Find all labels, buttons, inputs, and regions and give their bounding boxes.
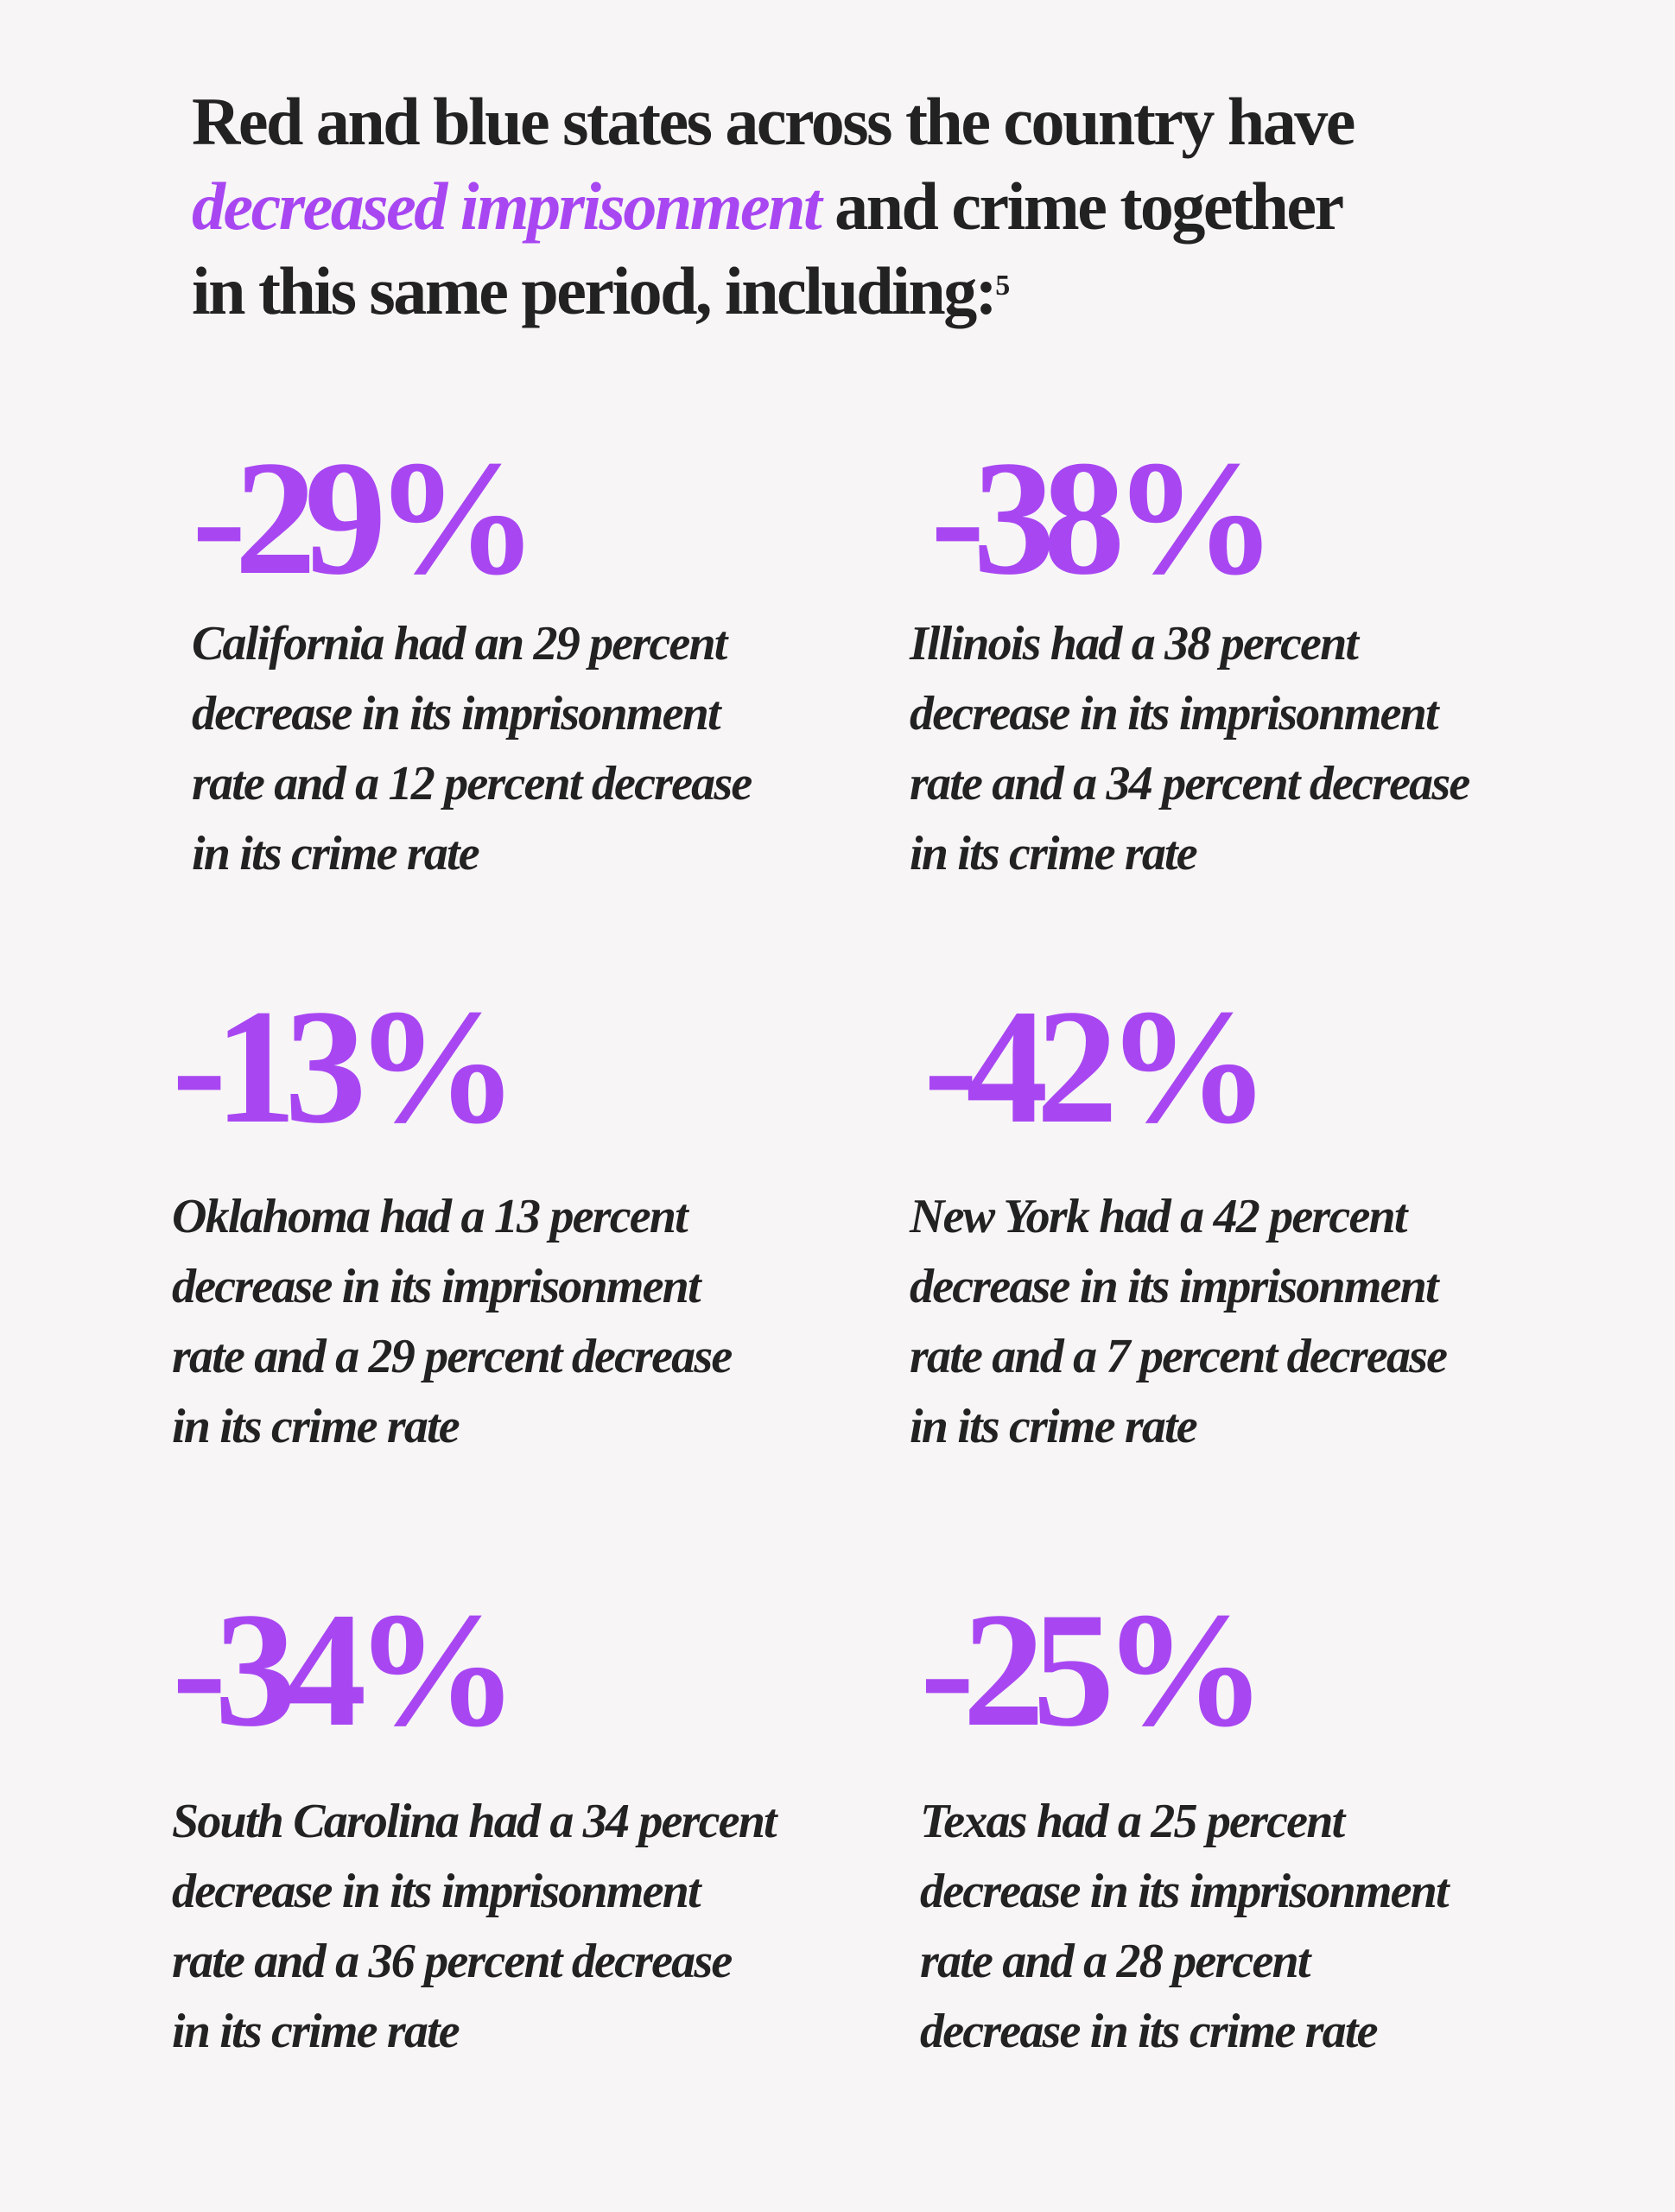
desc-line: South Carolina had a 34 percent: [172, 1795, 777, 1848]
desc-line: rate and a 36 percent decrease: [172, 1935, 733, 1988]
desc-line: in its crime rate: [910, 1400, 1198, 1453]
stat-value: -13%: [172, 976, 518, 1158]
stat-south-carolina: -34% South Carolina had a 34 percent dec…: [172, 1580, 777, 2067]
desc-line: decrease in its crime rate: [920, 2005, 1378, 2058]
desc-line: rate and a 12 percent decrease: [192, 757, 752, 810]
desc-line: New York had a 42 percent: [910, 1190, 1407, 1243]
desc-line: decrease in its imprisonment: [172, 1865, 701, 1918]
stat-description: Illinois had a 38 percent decrease in it…: [910, 609, 1470, 889]
stat-description: New York had a 42 percent decrease in it…: [910, 1182, 1448, 1462]
stat-description: California had an 29 percent decrease in…: [192, 609, 752, 889]
desc-line: California had an 29 percent: [192, 617, 727, 671]
desc-line: Texas had a 25 percent: [920, 1795, 1345, 1848]
heading-line-1: Red and blue states across the country h…: [192, 84, 1355, 159]
desc-line: in its crime rate: [192, 827, 480, 880]
stat-description: South Carolina had a 34 percent decrease…: [172, 1787, 777, 2067]
heading-highlight: decreased imprisonment: [192, 168, 822, 244]
stat-new-york: -42% New York had a 42 percent decrease …: [910, 976, 1448, 1462]
desc-line: decrease in its imprisonment: [172, 1260, 701, 1313]
footnote-marker: 5: [995, 270, 1010, 302]
stat-texas: -25% Texas had a 25 percent decrease in …: [920, 1580, 1450, 2067]
stat-value: -42%: [923, 976, 1270, 1158]
stat-value: -29%: [192, 428, 538, 609]
desc-line: Oklahoma had a 13 percent: [172, 1190, 688, 1243]
stat-value: -34%: [172, 1580, 518, 1761]
stat-description: Texas had a 25 percent decrease in its i…: [920, 1787, 1450, 2067]
stat-oklahoma: -13% Oklahoma had a 13 percent decrease …: [172, 976, 733, 1462]
desc-line: decrease in its imprisonment: [920, 1865, 1450, 1918]
desc-line: decrease in its imprisonment: [192, 687, 721, 741]
desc-line: in its crime rate: [910, 827, 1198, 880]
desc-line: decrease in its imprisonment: [910, 1260, 1439, 1313]
stat-california: -29% California had an 29 percent decrea…: [192, 428, 752, 889]
stat-description: Oklahoma had a 13 percent decrease in it…: [172, 1182, 733, 1462]
stat-illinois: -38% Illinois had a 38 percent decrease …: [910, 428, 1470, 889]
desc-line: rate and a 28 percent: [920, 1935, 1310, 1988]
desc-line: rate and a 29 percent decrease: [172, 1330, 733, 1383]
desc-line: Illinois had a 38 percent: [910, 617, 1359, 671]
page-heading: Red and blue states across the country h…: [192, 79, 1617, 334]
heading-line-2: and crime together: [834, 168, 1344, 244]
heading-line-3: in this same period, including:: [192, 253, 998, 328]
desc-line: in its crime rate: [172, 2005, 460, 2058]
desc-line: in its crime rate: [172, 1400, 460, 1453]
desc-line: decrease in its imprisonment: [910, 687, 1439, 741]
desc-line: rate and a 34 percent decrease: [910, 757, 1470, 810]
stat-value: -38%: [930, 428, 1277, 609]
desc-line: rate and a 7 percent decrease: [910, 1330, 1448, 1383]
stat-value: -25%: [920, 1580, 1266, 1761]
